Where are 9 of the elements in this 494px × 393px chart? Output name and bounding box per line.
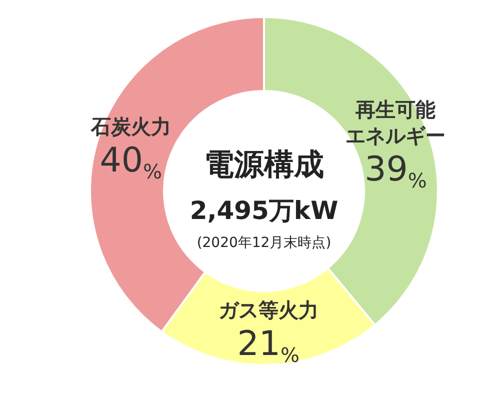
slice-label: 再生可能エネルギー bbox=[346, 98, 446, 148]
data-label: 39% bbox=[364, 150, 427, 193]
data-label: 21% bbox=[237, 324, 300, 367]
text: (2020年12月末時点) bbox=[196, 235, 332, 251]
slice-label: 石炭火力 bbox=[90, 114, 171, 139]
slice-label: ガス等火力 bbox=[218, 298, 318, 322]
text: 2,495万kW bbox=[190, 196, 338, 225]
data-label: 40% bbox=[100, 140, 162, 184]
text: 電源構成 bbox=[204, 148, 324, 182]
